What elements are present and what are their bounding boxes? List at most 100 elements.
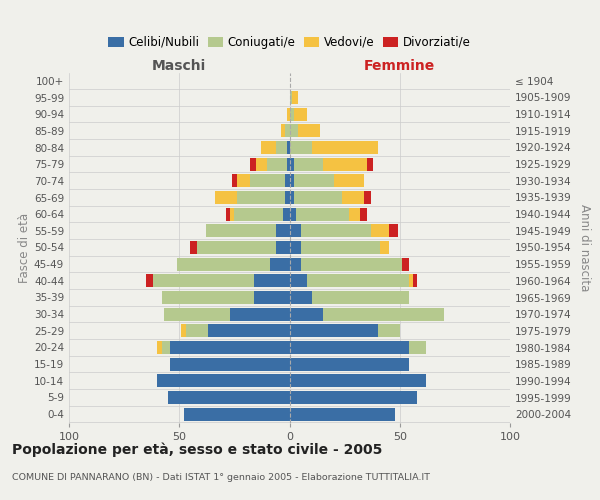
Bar (380, 241, 389, 254)
Bar (206, 224, 276, 237)
Bar (349, 208, 360, 220)
Bar (311, 291, 409, 304)
Bar (268, 158, 287, 170)
Bar (290, 274, 307, 287)
Bar (285, 174, 290, 188)
Bar (190, 241, 197, 254)
Bar (215, 191, 236, 204)
Bar (367, 158, 373, 170)
Text: Femmine: Femmine (364, 58, 436, 72)
Bar (157, 374, 290, 388)
Bar (409, 274, 413, 287)
Legend: Celibi/Nubili, Coniugati/e, Vedovi/e, Divorziati/e: Celibi/Nubili, Coniugati/e, Vedovi/e, Di… (104, 31, 475, 54)
Bar (301, 258, 402, 270)
Bar (311, 141, 378, 154)
Bar (276, 241, 290, 254)
Bar (186, 324, 208, 338)
Bar (323, 308, 444, 320)
Bar (153, 274, 254, 287)
Bar (290, 191, 294, 204)
Bar (197, 241, 276, 254)
Bar (371, 224, 389, 237)
Bar (283, 208, 290, 220)
Bar (287, 141, 290, 154)
Bar (290, 174, 294, 188)
Bar (256, 158, 268, 170)
Bar (294, 158, 323, 170)
Bar (307, 274, 409, 287)
Bar (290, 124, 298, 138)
Bar (226, 208, 230, 220)
Bar (292, 91, 298, 104)
Bar (276, 141, 287, 154)
Bar (290, 358, 409, 370)
Bar (254, 274, 290, 287)
Bar (409, 341, 426, 354)
Bar (389, 224, 398, 237)
Bar (290, 141, 311, 154)
Bar (290, 324, 378, 338)
Bar (236, 174, 250, 188)
Bar (290, 374, 426, 388)
Bar (281, 124, 285, 138)
Bar (208, 324, 290, 338)
Bar (290, 108, 294, 120)
Y-axis label: Anni di nascita: Anni di nascita (578, 204, 591, 291)
Bar (177, 258, 269, 270)
Bar (378, 324, 400, 338)
Bar (294, 108, 307, 120)
Bar (343, 191, 364, 204)
Bar (290, 224, 301, 237)
Bar (157, 341, 161, 354)
Bar (168, 391, 290, 404)
Bar (254, 291, 290, 304)
Bar (290, 208, 296, 220)
Bar (323, 158, 367, 170)
Bar (184, 408, 290, 420)
Bar (413, 274, 418, 287)
Bar (301, 224, 371, 237)
Bar (236, 191, 285, 204)
Bar (290, 158, 294, 170)
Bar (181, 324, 186, 338)
Bar (296, 208, 349, 220)
Bar (334, 174, 364, 188)
Bar (364, 191, 371, 204)
Bar (170, 358, 290, 370)
Bar (287, 108, 290, 120)
Bar (285, 191, 290, 204)
Bar (261, 141, 276, 154)
Bar (161, 341, 170, 354)
Bar (290, 258, 301, 270)
Bar (285, 124, 290, 138)
Bar (290, 91, 292, 104)
Bar (235, 208, 283, 220)
Bar (161, 291, 254, 304)
Bar (402, 258, 409, 270)
Bar (290, 391, 418, 404)
Bar (290, 408, 395, 420)
Bar (232, 174, 236, 188)
Bar (230, 208, 235, 220)
Bar (164, 308, 230, 320)
Bar (298, 124, 320, 138)
Bar (170, 341, 290, 354)
Bar (294, 191, 343, 204)
Bar (301, 241, 380, 254)
Bar (360, 208, 367, 220)
Bar (290, 341, 409, 354)
Bar (276, 224, 290, 237)
Bar (230, 308, 290, 320)
Bar (290, 308, 323, 320)
Text: COMUNE DI PANNARANO (BN) - Dati ISTAT 1° gennaio 2005 - Elaborazione TUTTITALIA.: COMUNE DI PANNARANO (BN) - Dati ISTAT 1°… (12, 472, 430, 482)
Bar (294, 174, 334, 188)
Bar (287, 158, 290, 170)
Text: Popolazione per età, sesso e stato civile - 2005: Popolazione per età, sesso e stato civil… (12, 442, 382, 457)
Text: Maschi: Maschi (152, 58, 206, 72)
Bar (250, 174, 285, 188)
Bar (290, 241, 301, 254)
Y-axis label: Fasce di età: Fasce di età (18, 212, 31, 282)
Bar (146, 274, 153, 287)
Bar (290, 291, 311, 304)
Bar (250, 158, 256, 170)
